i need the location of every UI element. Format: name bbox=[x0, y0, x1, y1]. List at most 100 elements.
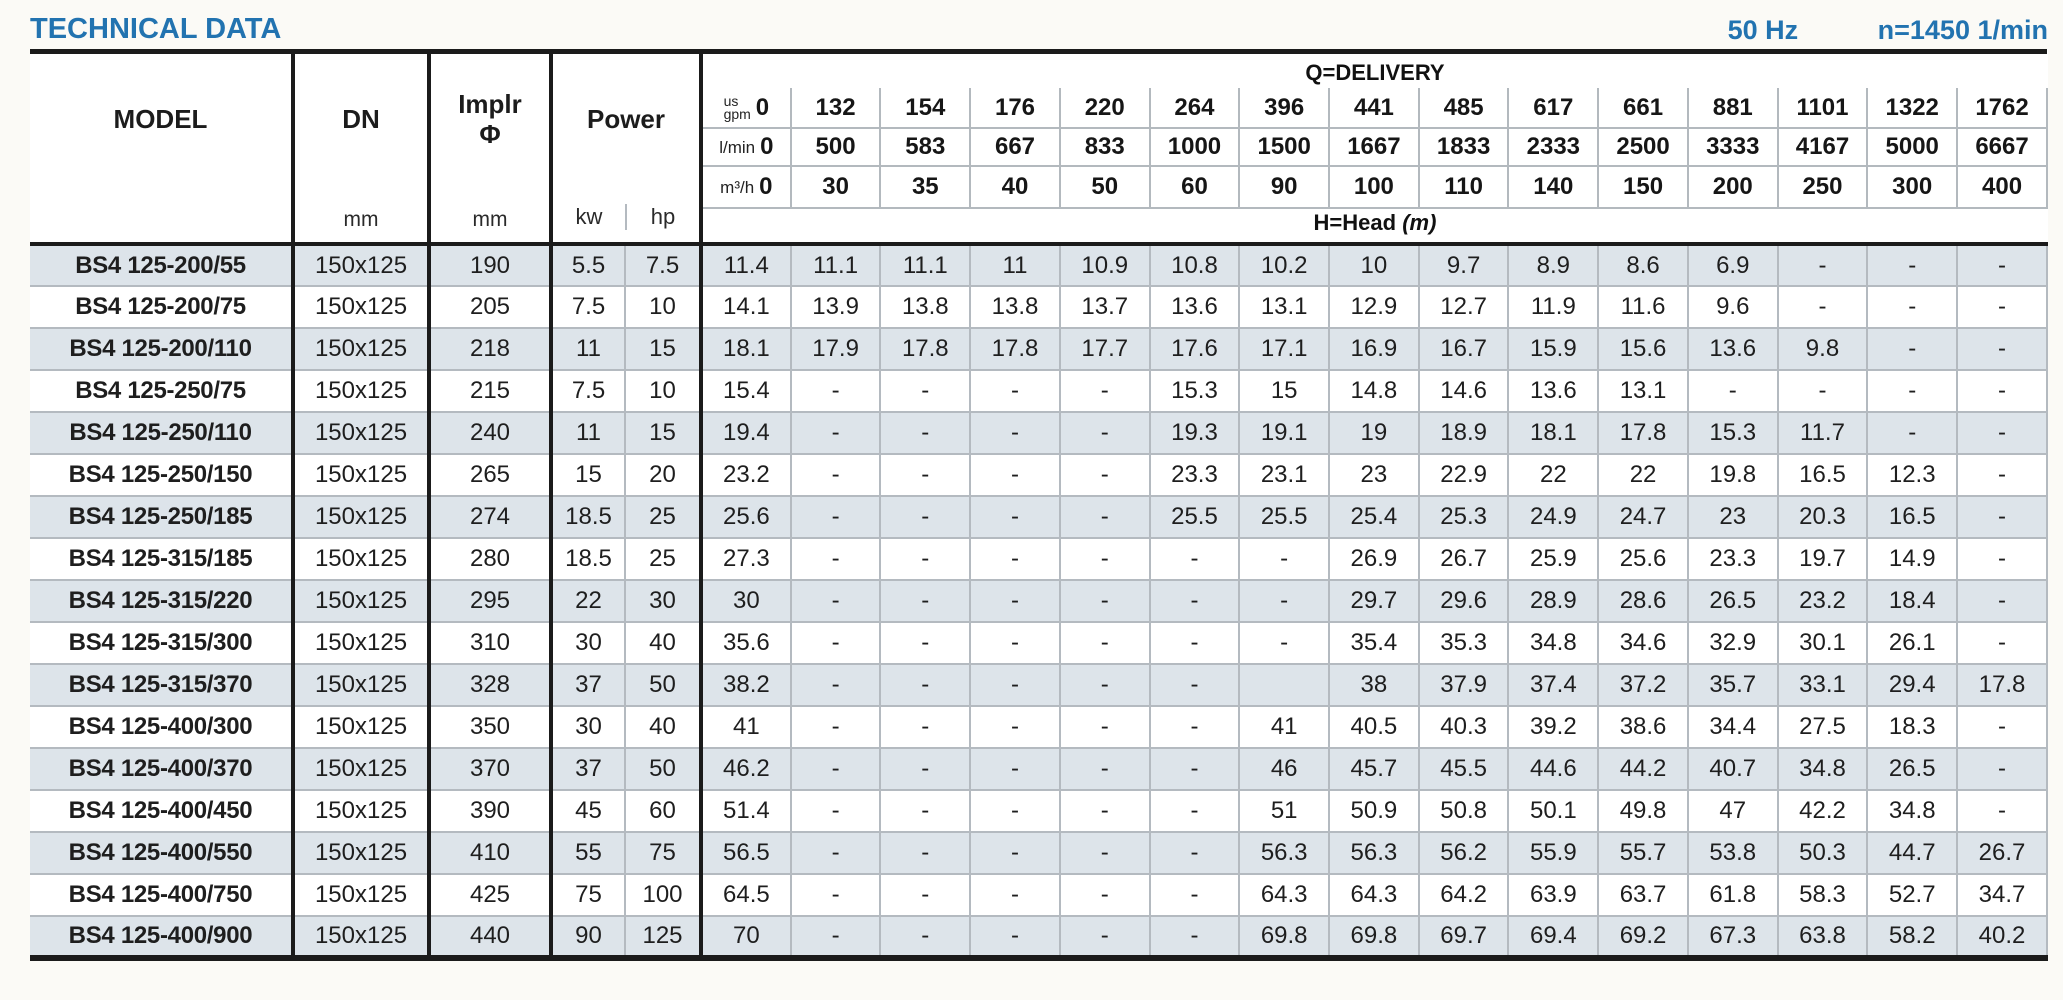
impeller-cell: 390 bbox=[429, 790, 553, 833]
impeller-cell: 190 bbox=[429, 244, 553, 287]
head-value-cell: - bbox=[1149, 832, 1241, 875]
dn-cell: 150x125 bbox=[293, 748, 431, 791]
head-value-cell: - bbox=[880, 454, 972, 497]
usgpm-flow-value: 1101 bbox=[1796, 93, 1849, 121]
head-value-cell: 19.7 bbox=[1777, 538, 1869, 581]
lmin-flow-value: 3333 bbox=[1706, 133, 1760, 160]
head-value-cell: - bbox=[1239, 538, 1331, 581]
head-value-cell: - bbox=[970, 412, 1061, 455]
power-kw-cell: 11 bbox=[551, 328, 626, 371]
head-value-cell: 13.6 bbox=[1687, 328, 1779, 371]
head-value-cell: - bbox=[970, 664, 1061, 707]
table-row: BS4 125-400/370 150x125 370 37 50 46.2- - - - -46… bbox=[30, 748, 2048, 791]
power-kw-cell: 7.5 bbox=[551, 370, 626, 413]
top-bar: TECHNICAL DATA 50 Hz n=1450 1/min bbox=[30, 8, 2048, 46]
page-title: TECHNICAL DATA bbox=[30, 13, 282, 45]
head-value-cell: 24.9 bbox=[1508, 496, 1600, 539]
table-row: BS4 125-250/150 150x125 265 15 20 23.2- - - -23.… bbox=[30, 454, 2048, 497]
head-value-cell: 50.8 bbox=[1418, 790, 1510, 833]
head-value-cell: - bbox=[1957, 328, 2048, 371]
power-hp-cell: 125 bbox=[625, 916, 703, 959]
head-value-cell: - bbox=[1777, 244, 1869, 287]
power-hp-cell: 25 bbox=[625, 496, 703, 539]
head-value-cell: 24.7 bbox=[1598, 496, 1689, 539]
usgpm-flow-value: 1322 bbox=[1885, 93, 1939, 121]
m3h-flow-cell: 150 bbox=[1598, 166, 1689, 209]
head-value-cell: 11 bbox=[970, 244, 1061, 287]
head-value-cell: - bbox=[1239, 622, 1331, 665]
impeller-cell: 215 bbox=[429, 370, 553, 413]
head-value-cell: 50.3 bbox=[1777, 832, 1869, 875]
head-value-cell: - bbox=[880, 580, 972, 623]
head-value-cell: - bbox=[1957, 496, 2048, 539]
m3h-flow-cell: 250 bbox=[1777, 166, 1869, 209]
technical-data-table: MODEL DN mm Implr Φ mm bbox=[30, 49, 2048, 961]
impeller-cell: 295 bbox=[429, 580, 553, 623]
head-value-cell: 11.7 bbox=[1777, 412, 1869, 455]
kw-unit-label: kw bbox=[575, 204, 603, 229]
usgpm-flow-cell: 176 bbox=[970, 88, 1061, 129]
head-value-cell: - bbox=[1777, 370, 1869, 413]
impeller-cell: 205 bbox=[429, 286, 553, 329]
head-value-cell: 17.1 bbox=[1239, 328, 1331, 371]
power-hp-cell: 10 bbox=[625, 286, 703, 329]
head-value-cell: 46.2 bbox=[701, 748, 792, 791]
head-value-cell: 13.6 bbox=[1149, 286, 1241, 329]
lmin-flow-value: 2500 bbox=[1616, 133, 1670, 160]
head-value-cell: - bbox=[880, 664, 972, 707]
head-value-cell: 30.1 bbox=[1777, 622, 1869, 665]
head-value-cell: - bbox=[790, 580, 882, 623]
head-value-cell: 69.2 bbox=[1598, 916, 1689, 959]
head-value-cell: 12.3 bbox=[1867, 454, 1959, 497]
dn-header-label: DN bbox=[342, 104, 380, 134]
model-cell: BS4 125-250/185 bbox=[30, 496, 295, 539]
head-value-cell: 18.1 bbox=[1508, 412, 1600, 455]
head-value-cell: - bbox=[970, 454, 1061, 497]
impeller-unit-label: mm bbox=[472, 208, 508, 231]
head-value-cell: 11.6 bbox=[1598, 286, 1689, 329]
dn-cell: 150x125 bbox=[293, 790, 431, 833]
head-value-cell: 10 bbox=[1329, 244, 1420, 287]
usgpm-flow-cell: 264 bbox=[1149, 88, 1241, 129]
m3h-flow-cell: 50 bbox=[1059, 166, 1151, 209]
head-value-cell: 26.9 bbox=[1329, 538, 1420, 581]
head-value-cell: 25.6 bbox=[701, 496, 792, 539]
m3h-flow-cell: 200 bbox=[1687, 166, 1779, 209]
model-header-label: MODEL bbox=[113, 104, 208, 134]
power-kw-cell: 55 bbox=[551, 832, 626, 875]
head-value-cell: - bbox=[790, 454, 882, 497]
m3h-flow-cell: 30 bbox=[790, 166, 882, 209]
head-value-cell: 70 bbox=[701, 916, 792, 959]
lmin-flow-value: 833 bbox=[1084, 133, 1125, 160]
head-value-cell: - bbox=[880, 370, 972, 413]
head-value-cell: 35.4 bbox=[1329, 622, 1420, 665]
impeller-cell: 274 bbox=[429, 496, 553, 539]
head-value-cell: 40.3 bbox=[1418, 706, 1510, 749]
power-hp-cell: 50 bbox=[625, 748, 703, 791]
model-cell: BS4 125-400/900 bbox=[30, 916, 295, 959]
head-value-cell: 34.7 bbox=[1957, 874, 2048, 917]
head-value-cell: 64.3 bbox=[1329, 874, 1420, 917]
power-kw-cell: 30 bbox=[551, 706, 626, 749]
head-value-cell: 67.3 bbox=[1687, 916, 1779, 959]
head-value-cell: - bbox=[1957, 244, 2048, 287]
head-value-cell: - bbox=[970, 790, 1061, 833]
head-value-cell: - bbox=[1059, 412, 1151, 455]
head-value-cell: - bbox=[970, 622, 1061, 665]
lmin-flow-cell: 833 bbox=[1059, 128, 1151, 167]
head-value-cell: 34.6 bbox=[1598, 622, 1689, 665]
power-hp-cell: 15 bbox=[625, 412, 703, 455]
lmin-flow-value: 1000 bbox=[1167, 133, 1222, 160]
head-value-cell: 12.9 bbox=[1329, 286, 1420, 329]
head-value-cell: - bbox=[880, 412, 972, 455]
head-value-cell: 25.6 bbox=[1598, 538, 1689, 581]
usgpm-flow-value: 132 bbox=[815, 93, 856, 121]
head-value-cell: 27.5 bbox=[1777, 706, 1869, 749]
lmin-flow-cell: 3333 bbox=[1687, 128, 1779, 167]
head-value-cell: 17.8 bbox=[1598, 412, 1689, 455]
m3h-flow-value: 110 bbox=[1444, 173, 1483, 200]
head-value-cell: - bbox=[880, 790, 972, 833]
usgpm-flow-cell: 396 bbox=[1239, 88, 1331, 129]
flow-row-usgpm: us gpm 0 132 154 176 220 264 396 441 485 617 661 881 1… bbox=[30, 88, 2048, 129]
usgpm-flow-cell: 1101 bbox=[1777, 88, 1869, 129]
